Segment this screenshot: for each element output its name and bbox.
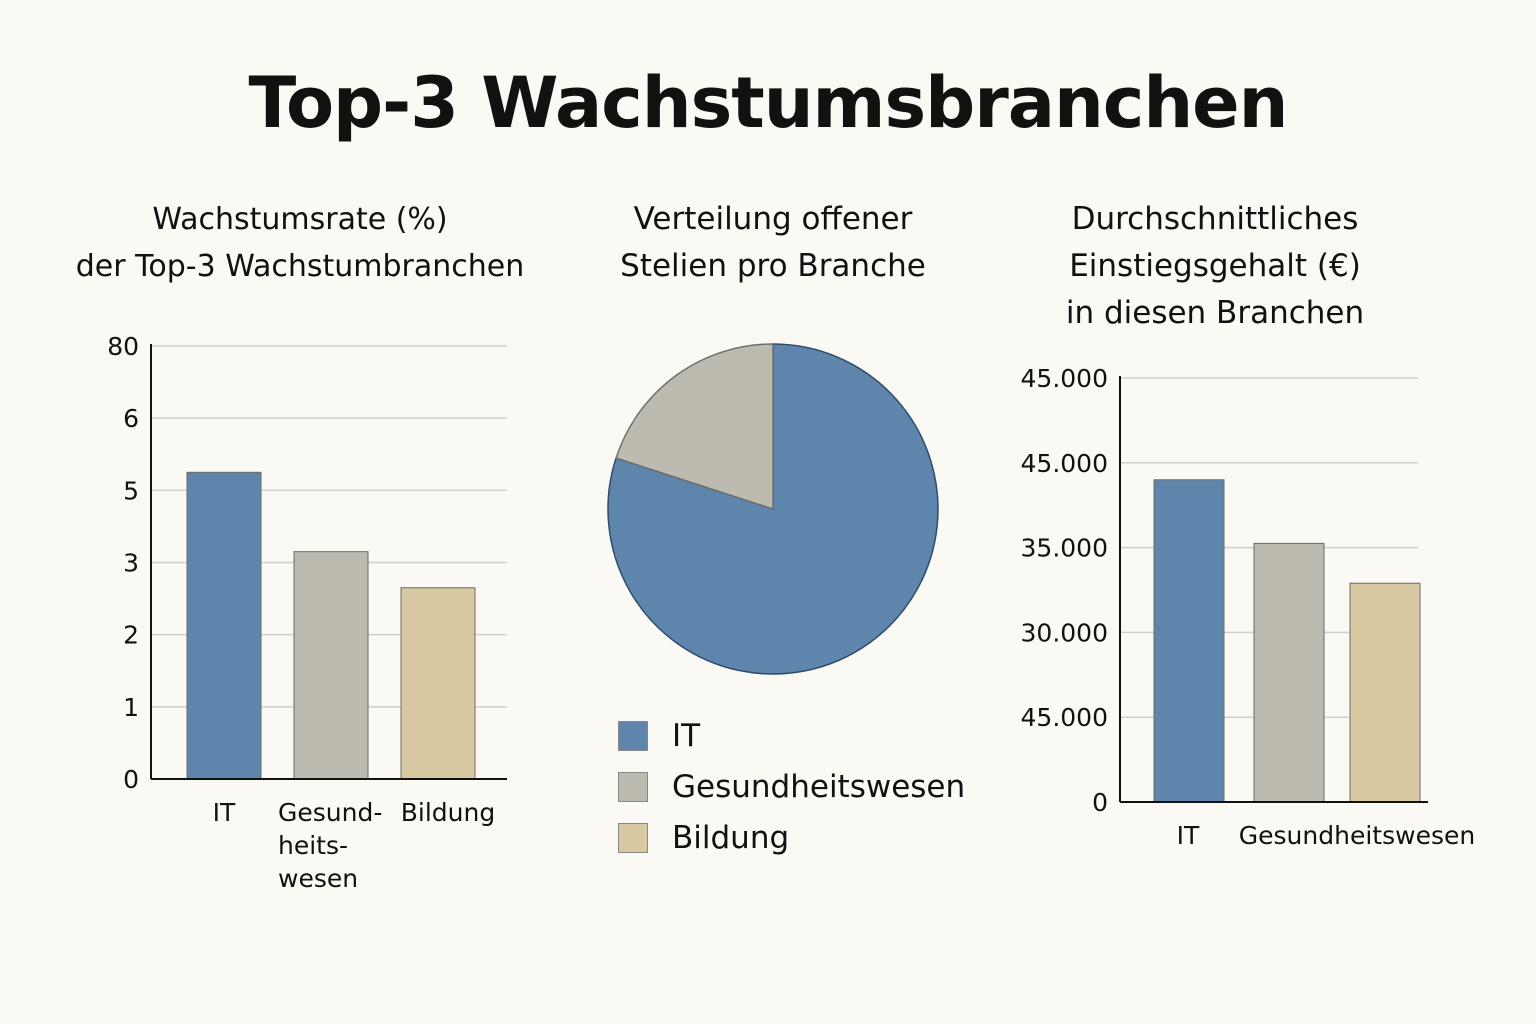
legend-label-it: IT bbox=[672, 717, 701, 754]
salary-ytick-label: 45.000 bbox=[1021, 703, 1108, 732]
pie-slice-it bbox=[607, 343, 939, 675]
growth-bar-it bbox=[186, 471, 262, 780]
salary-bar-bildung bbox=[1349, 582, 1421, 803]
growth-ytick-label: 6 bbox=[123, 404, 139, 433]
salary-bar-it bbox=[1153, 479, 1225, 803]
growth-ytick-label: 2 bbox=[123, 621, 139, 650]
growth-category-label-gesundheitswesen: heits- bbox=[278, 831, 348, 860]
salary-category-label-it: IT bbox=[1177, 821, 1200, 850]
legend-item-it: IT bbox=[618, 710, 965, 761]
growth-category-label-bildung: Bildung bbox=[401, 798, 495, 827]
growth-ytick-label: 5 bbox=[123, 476, 139, 505]
growth-chart-title: Wachstumsrate (%) der Top-3 Wachstumbran… bbox=[30, 196, 570, 290]
growth-chart-title-line-2: der Top-3 Wachstumbranchen bbox=[75, 249, 525, 284]
growth-ytick-label: 0 bbox=[123, 765, 139, 794]
salary-category-label-gesundheitswesen: Gesundheitswesen bbox=[1239, 821, 1475, 850]
salary-chart-title-line-2: Einstiegsgehalt (€) bbox=[1069, 248, 1361, 284]
page-title: Top-3 Wachstumsbranchen bbox=[248, 62, 1289, 144]
salary-ytick-label: 45.000 bbox=[1021, 449, 1108, 478]
legend-swatch-gesundheitswesen bbox=[618, 771, 648, 802]
salary-chart-title: Durchschnittliches Einstiegsgehalt (€) i… bbox=[1010, 196, 1420, 337]
growth-category-label-gesundheitswesen: Gesund- bbox=[278, 798, 382, 827]
salary-ytick-label: 30.000 bbox=[1021, 618, 1108, 647]
legend-label-bildung: Bildung bbox=[672, 819, 790, 856]
salary-chart-title-line-3: in diesen Branchen bbox=[1065, 295, 1365, 331]
legend-item-gesundheitswesen: Gesundheitswesen bbox=[618, 761, 965, 812]
salary-ytick-label: 0 bbox=[1092, 788, 1108, 817]
pie-chart-title-line-1: Verteilung offener bbox=[633, 201, 913, 237]
salary-ytick-label: 35.000 bbox=[1021, 534, 1108, 563]
salary-ytick-label: 45.000 bbox=[1021, 364, 1108, 393]
legend-label-gesundheitswesen: Gesundheitswesen bbox=[672, 768, 966, 805]
growth-bar-gesundheitswesen bbox=[293, 551, 369, 780]
growth-ytick-label: 3 bbox=[123, 549, 139, 578]
pie-legend: IT Gesundheitswesen Bildung bbox=[618, 710, 965, 863]
legend-swatch-it bbox=[618, 720, 648, 751]
growth-category-label-it: IT bbox=[213, 798, 236, 827]
pie-chart-title-line-2: Stelien pro Branche bbox=[620, 248, 926, 284]
growth-ytick-label: 1 bbox=[123, 693, 139, 722]
pie-chart-title: Verteilung offener Stelien pro Branche bbox=[553, 196, 993, 290]
legend-item-bildung: Bildung bbox=[618, 812, 965, 863]
salary-bar-gesundheitswesen bbox=[1253, 542, 1325, 803]
growth-category-label-gesundheitswesen: wesen bbox=[278, 864, 358, 893]
legend-swatch-bildung bbox=[618, 822, 648, 853]
pie-slice-gesundheitswesen bbox=[615, 343, 774, 511]
growth-bar-bildung bbox=[400, 587, 476, 780]
salary-chart-title-line-1: Durchschnittliches bbox=[1071, 201, 1359, 237]
growth-ytick-label: 80 bbox=[107, 332, 139, 361]
growth-chart-title-line-1: Wachstumsrate (%) bbox=[152, 202, 448, 237]
